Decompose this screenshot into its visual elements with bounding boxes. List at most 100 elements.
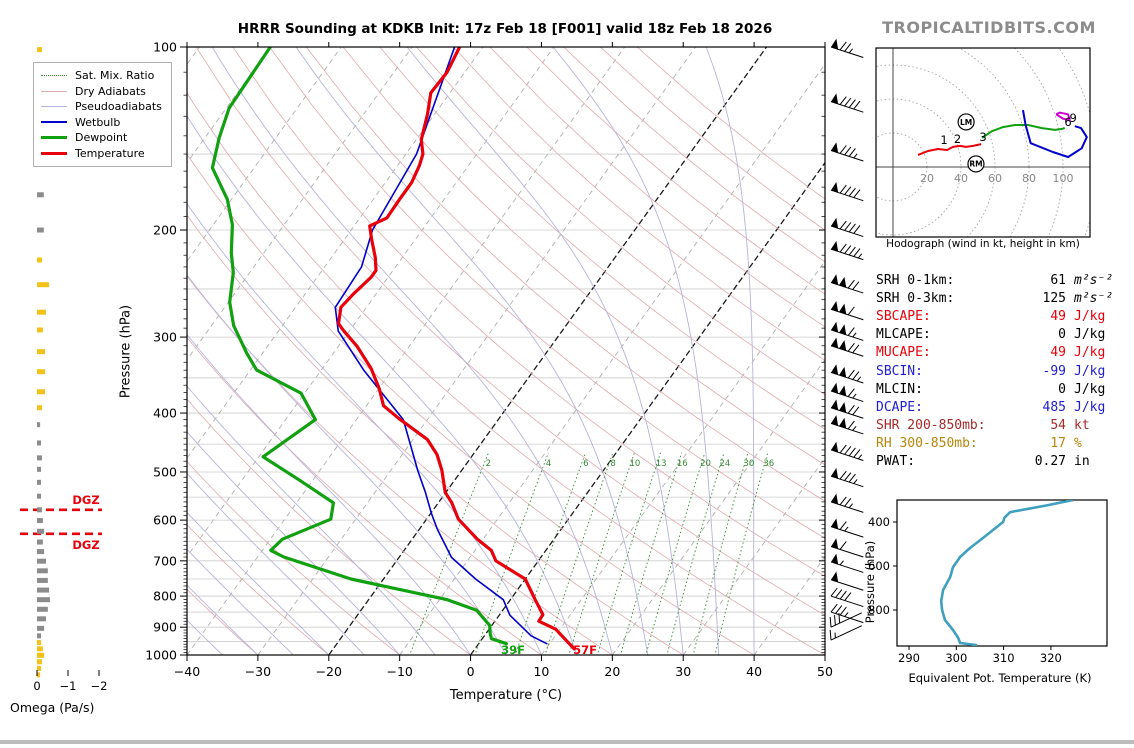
index-unit: J/kg (1074, 399, 1106, 415)
hodograph: 20 40 60 80 100 1 2 3 69 LM RM (875, 47, 1091, 238)
temperature-curve (336, 47, 576, 651)
index-row: SRH 0-3km: 125 m²s⁻² (876, 289, 1126, 307)
index-row: SBCIN: -99 J/kg (876, 362, 1126, 380)
mixing-ratio-label: 36 (763, 459, 774, 469)
legend-sample-line (41, 90, 67, 92)
hodograph-height-label: 2 (954, 132, 961, 146)
index-label: PWAT: (876, 454, 916, 470)
wind-barb (830, 93, 864, 113)
mixing-ratio-label: 13 (656, 459, 667, 469)
index-value: 125 (1042, 290, 1066, 306)
wind-barb (830, 518, 864, 538)
index-label: MLCIN: (876, 381, 923, 397)
index-value: 49 (1050, 308, 1066, 324)
temperature-tick-label: −20 (316, 664, 342, 679)
wind-barb (830, 301, 864, 321)
bottom-border-band (0, 740, 1134, 744)
index-unit: J/kg (1074, 381, 1106, 397)
index-label: MLCAPE: (876, 327, 931, 343)
surface-labels: 39F 57F (501, 643, 597, 657)
legend-item: Sat. Mix. Ratio (41, 68, 162, 84)
index-value: 0 (1058, 327, 1066, 343)
index-label: SHR 200-850mb: (876, 418, 986, 434)
omega-tick-label: −2 (91, 679, 108, 693)
legend-item-label: Wetbulb (75, 115, 121, 129)
hodograph-height-label: 1 (940, 133, 947, 147)
temperature-tick-label: −30 (245, 664, 271, 679)
legend-sample-line (41, 151, 67, 155)
index-label: SBCAPE: (876, 308, 931, 324)
wind-barbs (829, 38, 864, 641)
temperature-tick-label: 0 (467, 664, 475, 679)
wind-barb (829, 625, 863, 641)
skewt-x-axis-label: Temperature (°C) (449, 688, 563, 703)
mixing-ratio-labels: 2 4 6 8 10 13 16 20 24 30 36 (486, 459, 775, 469)
wind-barb (830, 399, 864, 419)
legend-item-label: Temperature (75, 146, 145, 160)
legend: Sat. Mix. Ratio Dry Adiabats Pseudoadiabat… (33, 62, 172, 167)
wind-barb (830, 553, 864, 573)
hodograph-tick-label: 80 (1022, 172, 1036, 185)
temperature-tick-label: 10 (533, 664, 549, 679)
pressure-tick-label: 200 (153, 223, 177, 238)
index-label: SRH 0-1km: (876, 272, 955, 288)
dgz-markers: DGZ DGZ (20, 493, 102, 552)
omega-axis-label: Omega (Pa/s) (10, 700, 95, 715)
temperature-tick-label: −10 (386, 664, 412, 679)
index-row: MLCAPE: 0 J/kg (876, 326, 1126, 344)
hodograph-tick-label: 40 (954, 172, 968, 185)
mixing-ratio-label: 20 (700, 459, 711, 469)
wind-barb (830, 538, 864, 558)
storm-motion-marker-RM: RM (969, 160, 982, 169)
wind-barb (830, 571, 864, 591)
wind-barb (830, 321, 864, 341)
index-value: 54 (1050, 418, 1066, 434)
index-row: MUCAPE: 49 J/kg (876, 344, 1126, 362)
wind-barb (830, 603, 864, 624)
omega-tick-label: 0 (33, 679, 40, 693)
mixing-ratio-label: 30 (743, 459, 754, 469)
sounding-curves (210, 47, 576, 651)
pressure-tick-label: 500 (153, 464, 177, 479)
pressure-tick-label: 300 (153, 330, 177, 345)
wind-barb (830, 217, 864, 238)
index-value: -99 (1042, 363, 1066, 379)
mixing-ratio-label: 6 (583, 459, 588, 469)
hodograph-height-label: 9 (1070, 111, 1077, 125)
theta-e-pressure-tick-label: 600 (868, 559, 890, 573)
pressure-tick-label: 700 (153, 553, 177, 568)
wind-barb (830, 415, 864, 435)
wind-barb (830, 38, 864, 58)
theta-e-temp-tick-label: 300 (945, 651, 967, 665)
index-label: MUCAPE: (876, 345, 931, 361)
temperature-tick-label: 40 (746, 664, 762, 679)
wind-barb (830, 467, 864, 488)
wind-barb (830, 364, 864, 384)
index-unit: m²s⁻² (1074, 272, 1114, 288)
theta-e-curve (939, 500, 1074, 646)
omega-panel: 0 −1 −2 (33, 47, 107, 693)
hodograph-height-label: 3 (979, 130, 986, 144)
pressure-tick-label: 800 (153, 589, 177, 604)
hodograph-trace-0-3km (917, 143, 982, 156)
dgz-label: DGZ (72, 493, 99, 507)
mixing-ratio-label: 2 (486, 459, 491, 469)
mixing-ratio-label: 4 (546, 459, 551, 469)
theta-e-temp-tick-label: 320 (1040, 651, 1062, 665)
pressure-tick-label: 900 (153, 620, 177, 635)
surface-dewpoint-label: 39F (501, 643, 525, 657)
index-row: MLCIN: 0 J/kg (876, 380, 1126, 398)
pressure-tick-label: 600 (153, 513, 177, 528)
temperature-tick-label: 50 (817, 664, 833, 679)
index-unit: J/kg (1074, 345, 1106, 361)
index-unit: J/kg (1074, 308, 1106, 324)
surface-temperature-label: 57F (573, 643, 597, 657)
index-value: 61 (1050, 272, 1066, 288)
mixing-ratio-label: 8 (610, 459, 615, 469)
hodograph-tick-label: 60 (988, 172, 1002, 185)
index-row: SBCAPE: 49 J/kg (876, 307, 1126, 325)
hodograph-tick-label: 20 (920, 172, 934, 185)
dewpoint-curve (210, 47, 508, 646)
theta-e-temp-tick-label: 290 (898, 651, 920, 665)
